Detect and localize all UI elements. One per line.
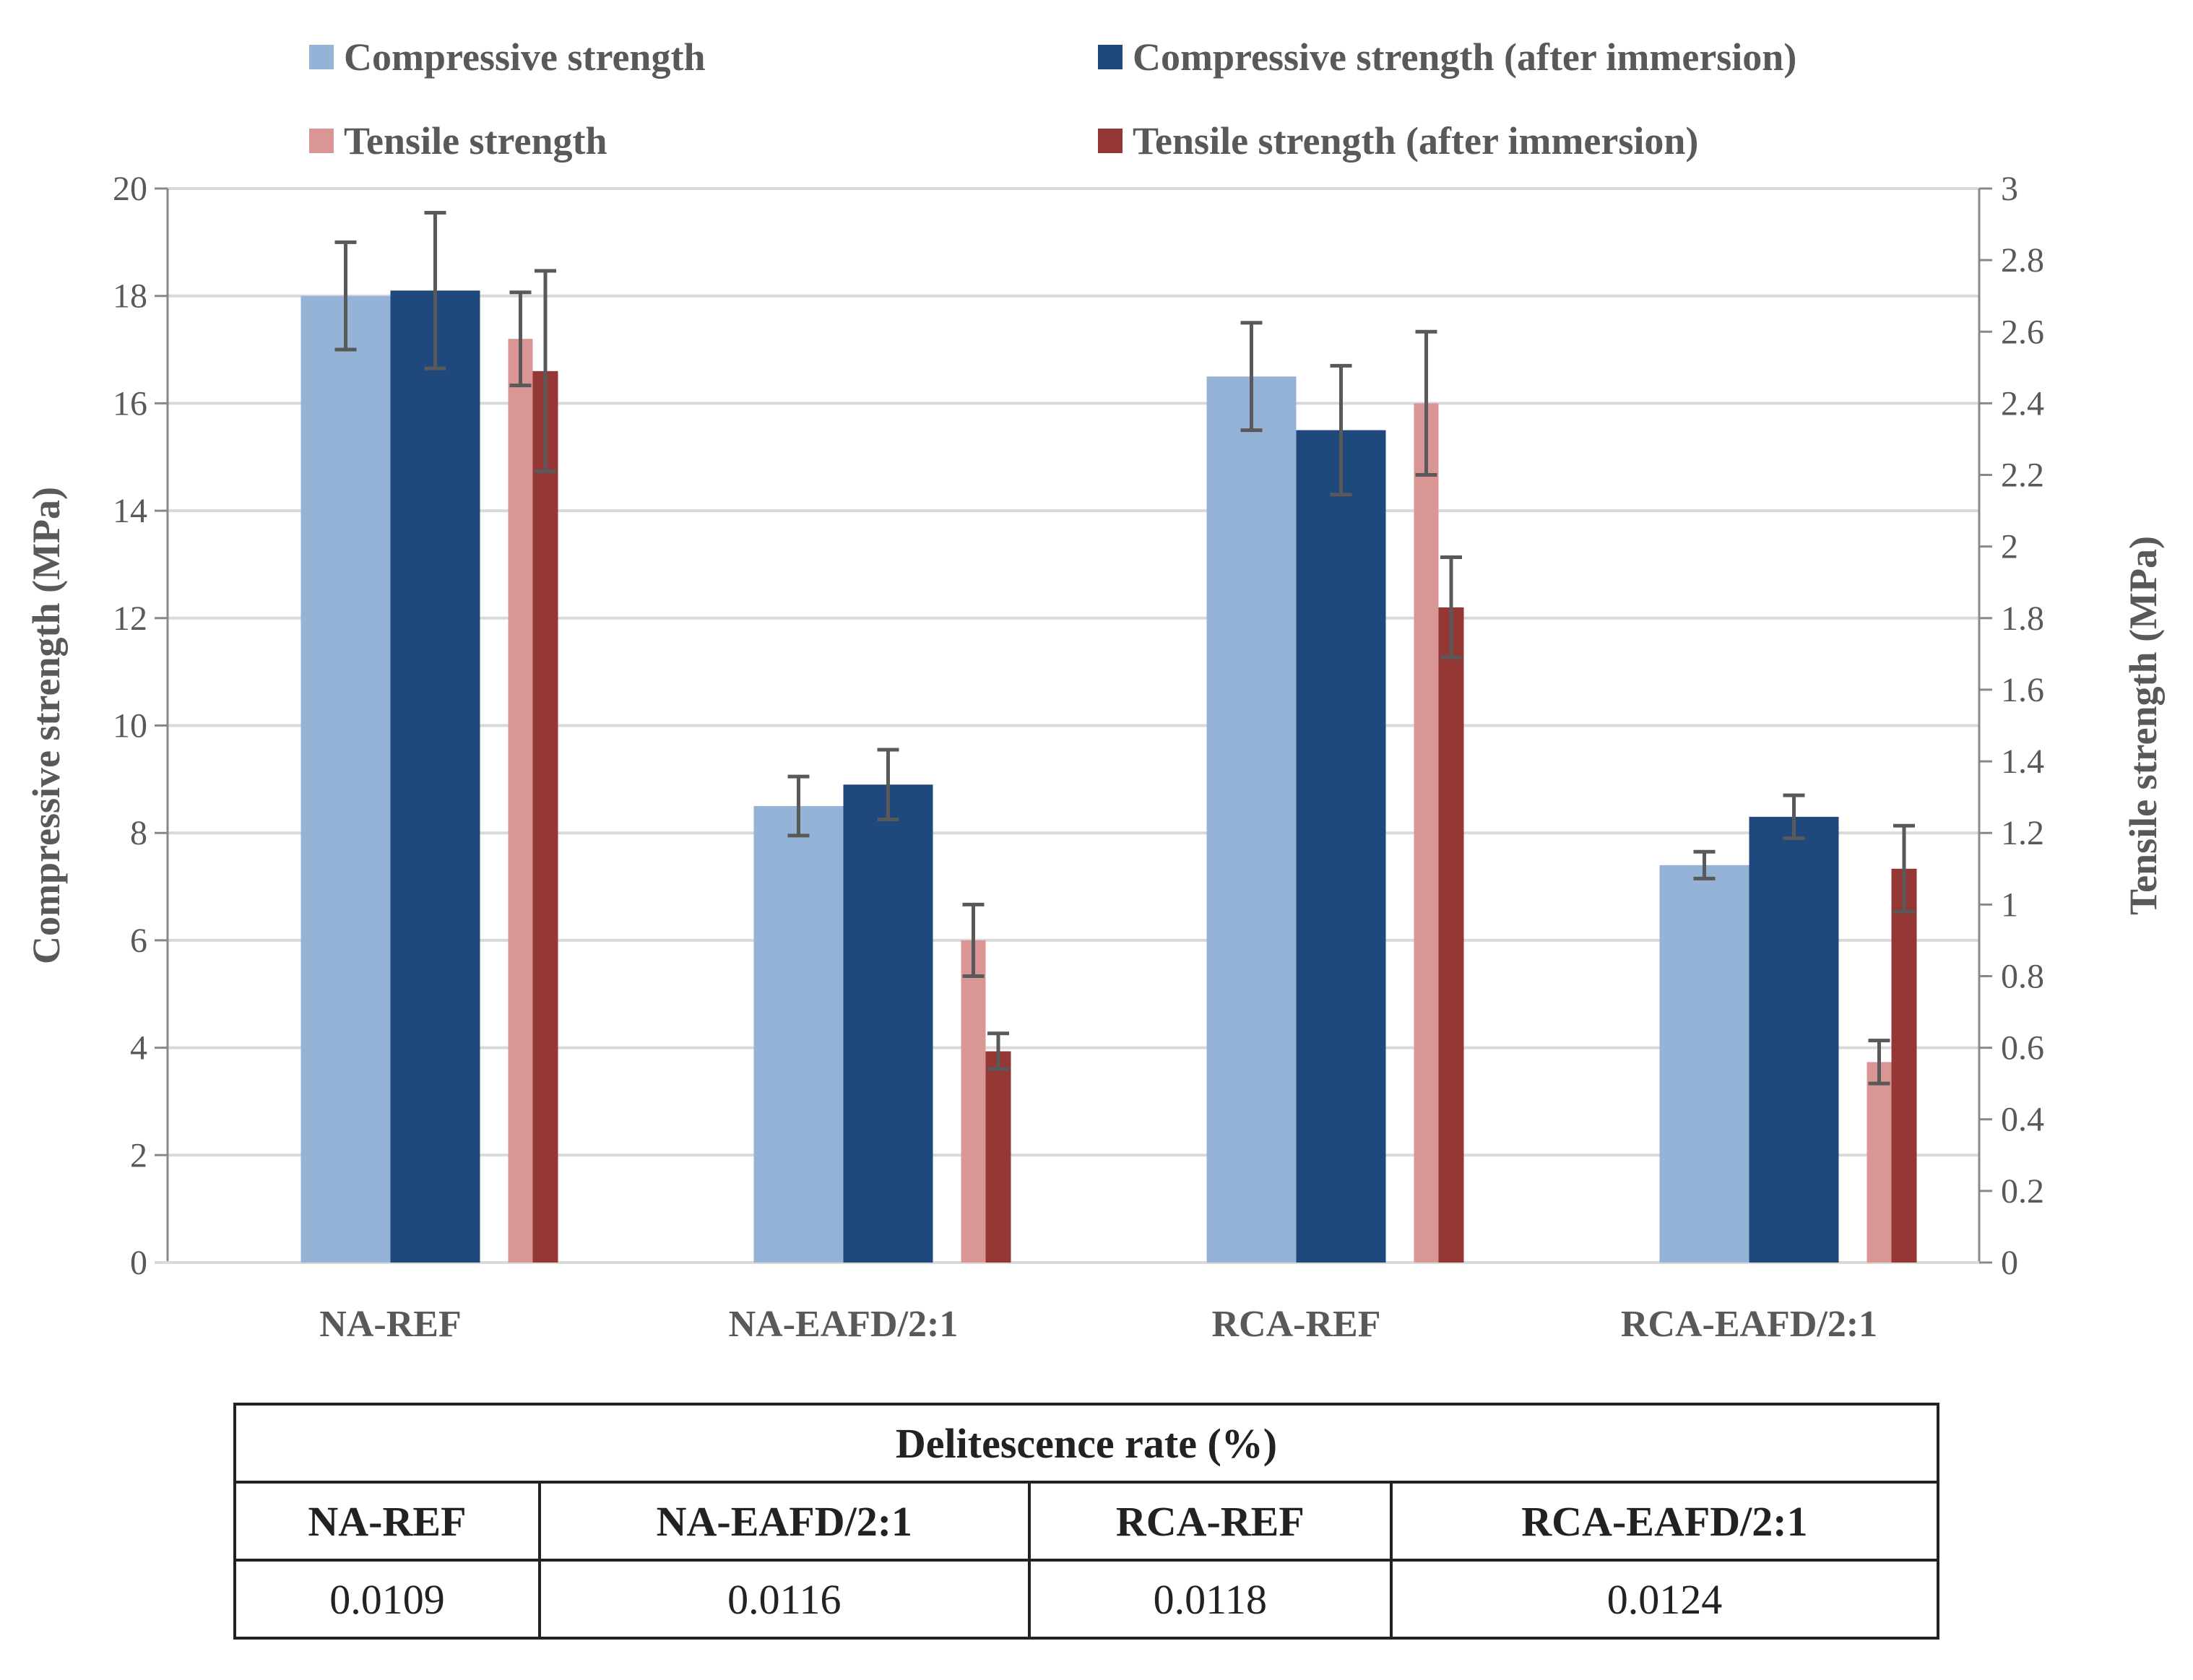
bar-na-eafd-2-1-s1 (843, 784, 933, 1263)
bar-na-eafd-2-1-s2 (961, 940, 986, 1263)
table-title: Delitescence rate (%) (233, 1403, 1939, 1484)
legend-swatch (1098, 45, 1123, 69)
y2-tick-label: 1.8 (2001, 599, 2044, 638)
y-tick-label: 0 (130, 1244, 147, 1282)
y2-tick-label: 1.6 (2001, 671, 2044, 709)
y2-tick-label: 0.6 (2001, 1029, 2044, 1068)
y2-tick-label: 2.8 (2001, 241, 2044, 280)
bar-na-eafd-2-1-s0 (753, 806, 844, 1263)
y-tick-label: 16 (113, 384, 147, 423)
y-tick-label: 10 (113, 707, 147, 745)
y2-tick-label: 0 (2001, 1244, 2018, 1282)
y2-tick-label: 3 (2001, 170, 2018, 208)
bar-chart: 0 2 4 6 8 10 12 14 16 18 20 0 0.2 0.4 0.6 0.8 1 1.2 1.4 1.6… (25, 170, 2165, 1345)
x-tick-label: RCA-EAFD/2:1 (1621, 1304, 1877, 1345)
x-tick-label: NA-REF (319, 1304, 461, 1345)
y-tick-label: 2 (130, 1136, 147, 1174)
bar-na-eafd-2-1-s3 (985, 1051, 1011, 1263)
y-axis-label: Compressive strength (MPa) (25, 487, 68, 964)
delitescence-table: Delitescence rate (%) NA-REF NA-EAFD/2:1… (233, 1403, 1940, 1640)
x-tick-label: NA-EAFD/2:1 (729, 1304, 959, 1345)
y2-tick-label: 1.4 (2001, 742, 2044, 781)
legend-label: Tensile strength (after immersion) (1133, 119, 1699, 163)
bar-rca-ref-s0 (1206, 376, 1297, 1263)
legend-item-tensile: Tensile strength (309, 118, 607, 163)
table-cell: 0.0124 (1389, 1559, 1940, 1640)
table-cell: 0.0116 (537, 1559, 1031, 1640)
table-header: RCA-EAFD/2:1 (1389, 1481, 1940, 1562)
table-cell: 0.0109 (233, 1559, 541, 1640)
table-header: NA-REF (233, 1481, 541, 1562)
bar-rca-eafd-2-1-s0 (1659, 865, 1749, 1263)
y-tick-label: 14 (113, 492, 147, 530)
legend-item-compressive-after: Compressive strength (after immersion) (1098, 35, 1796, 79)
y2-tick-label: 2.6 (2001, 313, 2044, 351)
bar-na-ref-s0 (300, 295, 391, 1263)
y-tick-label: 18 (113, 277, 147, 316)
legend-swatch (309, 129, 334, 153)
y-tick-label: 12 (113, 599, 147, 638)
y2-tick-label: 0.8 (2001, 957, 2044, 995)
y2-tick-label: 2 (2001, 528, 2018, 566)
y2-tick-label: 0.2 (2001, 1172, 2044, 1211)
legend-label: Compressive strength (after immersion) (1133, 35, 1797, 79)
table-cell: 0.0118 (1027, 1559, 1393, 1640)
y-tick-label: 8 (130, 814, 147, 852)
legend-label: Tensile strength (344, 119, 607, 163)
y-tick-label: 4 (130, 1029, 147, 1068)
bar-rca-ref-s2 (1414, 403, 1439, 1263)
y-tick-label: 20 (113, 170, 147, 208)
bar-rca-eafd-2-1-s2 (1867, 1062, 1892, 1263)
legend-item-compressive: Compressive strength (309, 35, 705, 79)
legend-swatch (309, 45, 334, 69)
legend-item-tensile-after: Tensile strength (after immersion) (1098, 118, 1698, 163)
legend-label: Compressive strength (344, 35, 706, 79)
bar-rca-eafd-2-1-s3 (1891, 868, 1917, 1263)
table-header: NA-EAFD/2:1 (537, 1481, 1031, 1562)
bar-rca-ref-s3 (1438, 607, 1464, 1263)
y2-tick-label: 0.4 (2001, 1101, 2044, 1139)
y2-tick-label: 2.4 (2001, 384, 2044, 423)
bar-na-ref-s3 (532, 371, 558, 1263)
bar-na-ref-s1 (390, 290, 480, 1263)
bar-rca-eafd-2-1-s1 (1749, 816, 1839, 1263)
y2-axis-label: Tensile strength (MPa) (2121, 536, 2165, 915)
bar-rca-ref-s1 (1296, 430, 1386, 1263)
table-header: RCA-REF (1027, 1481, 1393, 1562)
y2-tick-label: 1 (2001, 886, 2018, 924)
bar-na-ref-s2 (508, 339, 533, 1263)
legend-swatch (1098, 129, 1123, 153)
y2-tick-label: 2.2 (2001, 456, 2044, 495)
x-tick-label: RCA-REF (1212, 1304, 1381, 1345)
y2-tick-label: 1.2 (2001, 814, 2044, 852)
y-tick-label: 6 (130, 922, 147, 960)
